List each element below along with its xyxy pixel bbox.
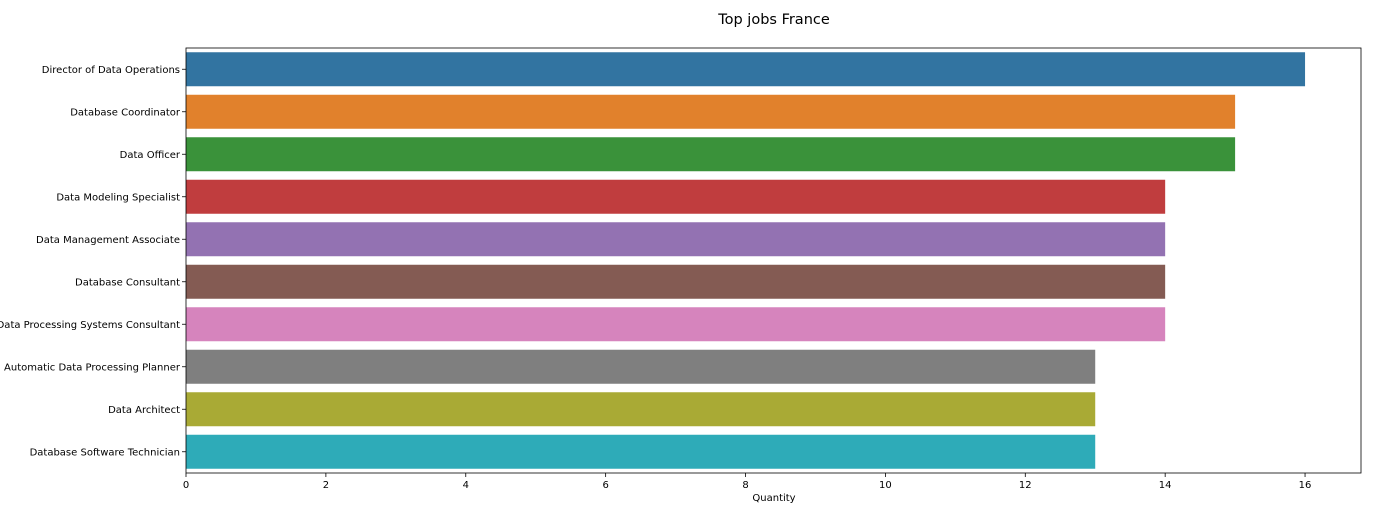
- category-label-5: Database Consultant: [75, 277, 180, 288]
- bar-1: [186, 94, 1236, 129]
- x-tick-label-8: 16: [1299, 480, 1312, 491]
- bar-3: [186, 179, 1166, 214]
- x-tick-label-7: 14: [1159, 480, 1172, 491]
- category-label-2: Data Officer: [120, 150, 181, 161]
- bar-6: [186, 307, 1166, 342]
- bar-7: [186, 349, 1096, 384]
- x-tick-label-5: 10: [879, 480, 892, 491]
- x-tick-label-0: 0: [183, 480, 189, 491]
- category-label-0: Director of Data Operations: [42, 65, 180, 76]
- category-label-9: Database Software Technician: [30, 447, 180, 458]
- bars-group: [186, 52, 1306, 469]
- x-tick-label-2: 4: [463, 480, 469, 491]
- bar-5: [186, 264, 1166, 299]
- category-label-1: Database Coordinator: [70, 107, 181, 118]
- bar-9: [186, 434, 1096, 469]
- category-label-8: Data Architect: [108, 405, 180, 416]
- x-tick-label-3: 6: [602, 480, 608, 491]
- bar-0: [186, 52, 1306, 87]
- plot-frame: [185, 47, 1362, 474]
- x-axis-ticks: 0 2 4 6 8 10 12 14 16: [183, 473, 1312, 491]
- category-label-3: Data Modeling Specialist: [56, 192, 180, 203]
- category-label-6: Electronic Data Processing Systems Consu…: [0, 320, 180, 331]
- bar-4: [186, 222, 1166, 257]
- x-tick-label-1: 2: [323, 480, 329, 491]
- category-labels: Director of Data Operations Database Coor…: [0, 65, 186, 458]
- x-tick-label-4: 8: [742, 480, 748, 491]
- bar-8: [186, 392, 1096, 427]
- x-tick-label-6: 12: [1019, 480, 1032, 491]
- bar-2: [186, 137, 1236, 172]
- chart-title: Top jobs France: [717, 12, 830, 28]
- x-axis-label: Quantity: [752, 493, 795, 504]
- category-label-7: Automatic Data Processing Planner: [4, 362, 181, 373]
- category-label-4: Data Management Associate: [36, 235, 180, 246]
